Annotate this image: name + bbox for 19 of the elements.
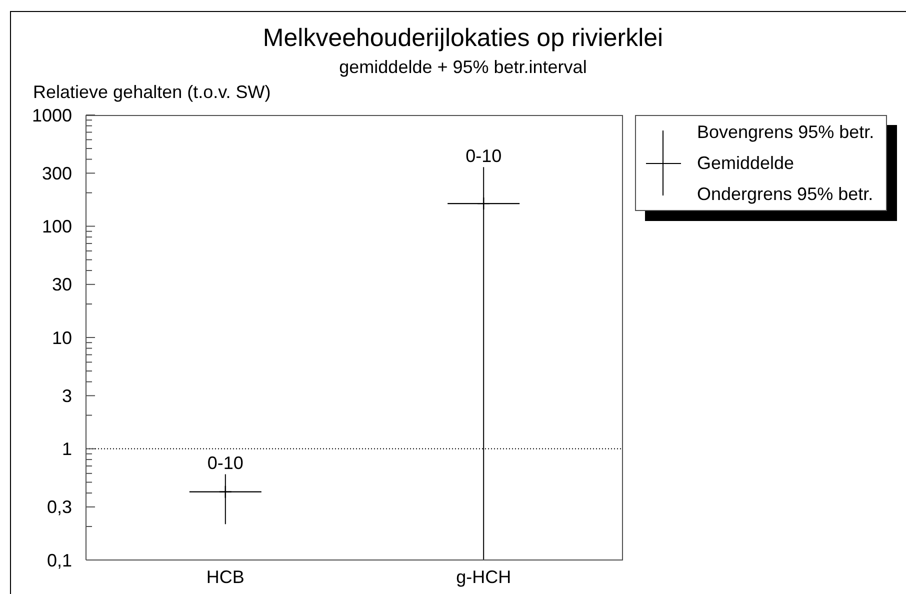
data-label: 0-10	[466, 146, 502, 166]
legend-label: Gemiddelde	[697, 152, 796, 175]
y-axis-title: Relatieve gehalten (t.o.v. SW)	[33, 82, 271, 102]
x-tick-label: HCB	[206, 567, 244, 587]
y-tick-label: 1	[62, 439, 72, 460]
text: Ondergrens 95% betr.	[697, 183, 874, 206]
data-label: 0-10	[207, 453, 244, 474]
y-tick-label: 10	[52, 328, 72, 348]
chart-title: Melkveehouderijlokaties op rivierklei	[262, 24, 664, 52]
y-tick-label: 0,1	[46, 550, 72, 570]
y-tick-label: 3	[62, 386, 72, 406]
y-tick-label: 0,3	[46, 497, 72, 518]
y-tick-label: 100	[42, 216, 72, 237]
y-tick-label: 300	[42, 163, 72, 184]
y-tick-label: 30	[52, 274, 72, 295]
x-tick-label: g-HCH	[456, 567, 512, 587]
text: Bovengrens 95% betr.	[697, 121, 874, 144]
y-tick-label: 1000	[32, 105, 72, 126]
chart-subtitle: gemiddelde + 95% betr.interval	[338, 56, 588, 77]
